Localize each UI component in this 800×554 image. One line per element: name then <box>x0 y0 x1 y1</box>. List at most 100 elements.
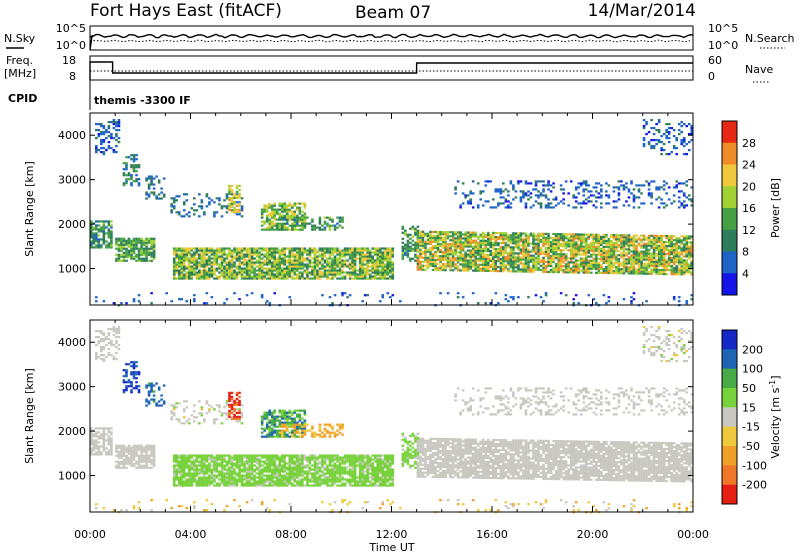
power-cell <box>130 257 133 260</box>
power-cell <box>250 253 254 256</box>
power-cell <box>311 265 314 268</box>
power-cell <box>233 255 236 258</box>
power-cell <box>479 257 483 260</box>
power-cell <box>529 234 533 237</box>
power-cell <box>263 208 266 211</box>
power-cell <box>228 271 231 274</box>
power-cell <box>605 190 608 193</box>
power-cell <box>431 252 435 256</box>
velocity-cell <box>117 454 121 457</box>
power-cell <box>205 195 209 198</box>
power-cell <box>497 243 500 247</box>
velocity-cell <box>120 462 123 465</box>
power-cell <box>605 253 608 257</box>
power-cell <box>642 127 646 130</box>
power-cell <box>494 241 498 245</box>
power-cell <box>640 262 643 265</box>
power-cell <box>348 263 352 266</box>
nsearch-tick-bottom: 10^0 <box>708 39 738 52</box>
power-cell <box>180 259 184 262</box>
power-cell <box>682 259 686 262</box>
power-cell <box>253 263 256 266</box>
power-cell <box>381 261 385 264</box>
power-cell <box>642 238 646 241</box>
power-cell <box>685 255 689 258</box>
power-cell <box>461 269 465 272</box>
power-cell <box>534 260 538 263</box>
power-cell <box>449 265 452 268</box>
power-cell <box>607 249 611 253</box>
power-cell <box>303 202 307 205</box>
power-cell <box>502 252 505 255</box>
power-cell <box>600 259 603 262</box>
power-cell <box>112 149 116 152</box>
power-cell <box>434 238 437 242</box>
power-cell <box>338 267 342 270</box>
power-cell <box>645 300 648 303</box>
power-cell <box>637 272 641 275</box>
power-cell <box>401 247 405 250</box>
power-cell <box>346 271 349 274</box>
velocity-cell <box>122 460 126 463</box>
power-cell <box>537 234 540 237</box>
power-cell <box>321 273 324 276</box>
power-cell <box>635 244 638 247</box>
power-cell <box>564 237 568 240</box>
power-cell <box>238 263 241 266</box>
power-cell <box>429 248 432 251</box>
power-cell <box>280 271 284 274</box>
power-cell <box>331 224 334 227</box>
power-cell <box>250 263 254 266</box>
power-cell <box>667 265 671 268</box>
power-cell <box>622 250 626 253</box>
power-cell <box>559 233 563 236</box>
power-cell <box>559 249 563 252</box>
power-cell <box>469 249 472 252</box>
velocity-cell <box>135 450 138 453</box>
power-cell <box>617 238 621 241</box>
power-cell <box>182 263 186 266</box>
power-cell <box>584 241 588 244</box>
power-cell <box>484 267 488 270</box>
power-cell <box>301 224 304 227</box>
power-cell <box>481 190 485 193</box>
power-cell <box>507 268 510 271</box>
power-cell <box>182 247 186 250</box>
power-cell <box>90 236 93 239</box>
power-cell <box>642 202 646 205</box>
power-cell <box>625 186 628 189</box>
power-cell <box>547 198 550 201</box>
power-cell <box>632 264 636 267</box>
velocity-cell <box>125 369 128 372</box>
power-cell <box>135 170 138 173</box>
power-cell <box>617 262 621 265</box>
power-cell <box>582 202 586 205</box>
velocity-cell <box>132 454 136 457</box>
power-cell <box>534 248 538 251</box>
power-cell <box>235 210 239 213</box>
power-cell <box>228 277 231 280</box>
power-cell <box>524 270 528 273</box>
power-cell <box>682 141 686 144</box>
power-cell <box>682 139 686 142</box>
velocity-cell <box>132 375 136 378</box>
power-cell <box>316 273 319 276</box>
power-cell <box>100 151 103 154</box>
power-cell <box>182 251 186 254</box>
power-cell <box>524 248 528 251</box>
power-cell <box>687 235 691 238</box>
power-cell <box>326 269 329 272</box>
power-cell <box>253 249 256 252</box>
power-cell <box>461 241 465 244</box>
power-cell <box>660 264 663 268</box>
power-cell <box>323 228 327 231</box>
power-cell <box>331 277 334 280</box>
power-cell <box>635 256 638 259</box>
power-cell <box>238 273 241 276</box>
power-cell <box>655 236 658 239</box>
velocity-cell <box>107 354 111 357</box>
power-cell <box>130 184 133 187</box>
power-cell <box>102 226 106 229</box>
power-cell <box>203 269 206 272</box>
power-cell <box>622 246 626 249</box>
